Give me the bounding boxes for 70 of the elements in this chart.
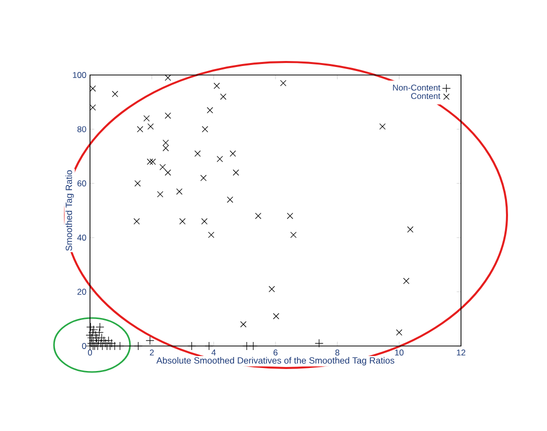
point — [379, 123, 386, 130]
point — [104, 336, 113, 345]
point — [208, 232, 214, 238]
y-tick-label: 100 — [72, 72, 86, 78]
point — [230, 150, 236, 157]
y-tick-label: 80 — [77, 126, 86, 132]
point — [157, 191, 164, 198]
point — [248, 342, 258, 350]
point — [214, 82, 220, 89]
point — [143, 115, 150, 122]
y-axis-title: Smoothed Tag Ratio — [65, 170, 74, 251]
point — [90, 85, 96, 92]
point — [194, 150, 201, 157]
point — [160, 164, 166, 170]
point — [396, 329, 402, 336]
point — [147, 123, 154, 130]
x-tick-label: 12 — [456, 350, 466, 356]
point — [280, 80, 286, 86]
point — [162, 145, 169, 152]
x-tick-label: 10 — [395, 350, 404, 356]
point — [200, 174, 207, 182]
point — [187, 342, 196, 350]
point — [176, 188, 182, 195]
point — [242, 342, 252, 350]
point — [96, 322, 104, 332]
point — [90, 104, 96, 111]
point — [240, 321, 246, 328]
point — [107, 338, 116, 348]
point — [286, 212, 294, 220]
point — [146, 158, 154, 165]
point — [255, 212, 262, 220]
x-tick-label: 2 — [150, 350, 154, 356]
point — [290, 232, 297, 238]
x-axis-title: Absolute Smoothed Derivatives of the Smoothed Tag Ratios — [156, 357, 394, 366]
x-tick-label: 0 — [88, 350, 92, 356]
point — [202, 126, 208, 132]
point — [407, 226, 414, 233]
point — [136, 126, 144, 132]
point — [134, 218, 140, 224]
y-tick-label: 20 — [77, 288, 86, 295]
point — [116, 342, 124, 350]
point — [206, 107, 214, 114]
point — [226, 196, 234, 203]
point — [134, 180, 141, 187]
point — [314, 338, 324, 348]
x-tick-label: 8 — [335, 350, 340, 356]
point — [164, 74, 172, 81]
point — [162, 140, 169, 146]
point — [150, 158, 156, 165]
point — [146, 336, 154, 345]
point — [201, 218, 208, 224]
legend-label: Content — [411, 93, 440, 99]
point — [232, 169, 240, 176]
point — [204, 342, 214, 350]
point — [403, 278, 410, 284]
x-tick-label: 4 — [212, 350, 216, 356]
point — [268, 286, 275, 292]
point — [220, 94, 226, 100]
point — [134, 342, 143, 350]
point — [164, 112, 172, 119]
x-tick-label: 6 — [274, 350, 278, 356]
y-tick-label: 40 — [77, 234, 86, 241]
y-tick-label: 60 — [77, 180, 86, 186]
point — [179, 218, 186, 224]
point — [112, 90, 118, 98]
y-tick-label: 0 — [82, 343, 86, 349]
point — [216, 156, 223, 162]
point — [164, 169, 172, 176]
point — [272, 313, 280, 320]
legend-label: Non-Content — [393, 84, 440, 91]
